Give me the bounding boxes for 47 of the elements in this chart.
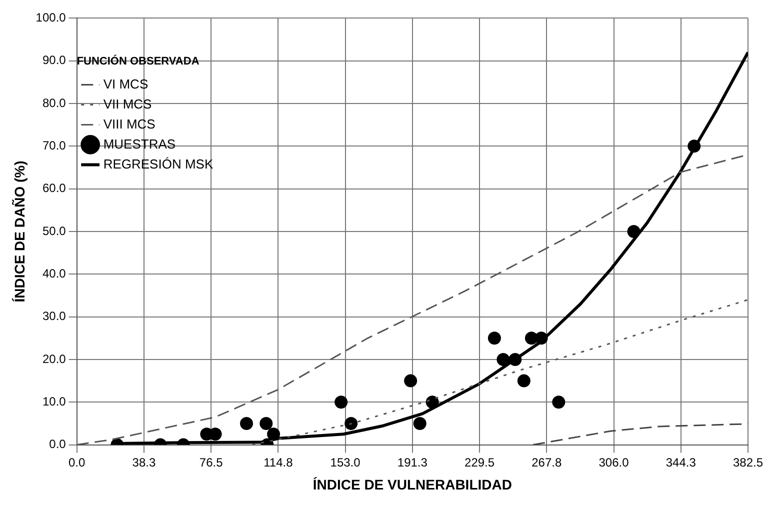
point: [267, 428, 280, 441]
y-tick-label: 100.0: [36, 10, 66, 25]
legend-label: VIII MCS: [103, 116, 156, 132]
point: [413, 416, 426, 430]
x-tick-label: 191.3: [397, 455, 428, 470]
legend-label: VII MCS: [103, 96, 152, 112]
y-tick-label: 60.0: [42, 181, 66, 196]
point: [517, 374, 530, 388]
x-tick-label: 344.3: [666, 455, 696, 470]
x-tick-label: 267.8: [532, 455, 562, 470]
x-tick-label: 76.5: [199, 455, 224, 470]
x-tick-label: 153.0: [330, 455, 361, 470]
y-tick-label: 80.0: [42, 96, 66, 110]
y-tick-label: 50.0: [42, 224, 66, 238]
legend-title: FUNCIÓN OBSERVADA: [76, 54, 200, 68]
y-tick-label: 20.0: [42, 352, 66, 366]
x-tick-label: 382.5: [732, 455, 764, 470]
y-tick-label: 70.0: [42, 138, 66, 152]
x-axis-title: ÍNDICE DE VULNERABILIDAD: [312, 476, 512, 492]
y-tick-label: 30.0: [42, 309, 66, 324]
point: [534, 332, 548, 345]
point: [552, 396, 566, 409]
legend-label: REGRESIÓN MSK: [103, 156, 214, 172]
x-tick-label: 114.8: [264, 455, 294, 470]
line-series: [532, 423, 748, 445]
legend-label: VI MCS: [103, 76, 148, 92]
y-tick-label: 0.0: [49, 437, 66, 452]
point: [496, 352, 510, 366]
legend-label: MUESTRAS: [103, 136, 176, 152]
point: [426, 396, 439, 409]
point: [334, 396, 348, 409]
y-tick-label: 10.0: [42, 394, 66, 408]
y-tick-label: 90.0: [42, 53, 66, 68]
y-axis-title: ÍNDICE DE DAÑO (%): [11, 160, 28, 302]
point: [344, 416, 358, 430]
y-tick-label: 40.0: [42, 266, 66, 280]
point: [260, 416, 273, 430]
x-tick-label: 306.0: [598, 455, 630, 470]
point: [688, 140, 701, 153]
point: [488, 332, 501, 345]
x-tick-label: 0.0: [68, 455, 86, 470]
point: [240, 416, 254, 430]
x-tick-label: 38.3: [132, 455, 156, 470]
point: [627, 225, 640, 238]
x-tick-label: 229.5: [464, 455, 495, 470]
point: [404, 374, 418, 388]
point: [508, 352, 522, 366]
